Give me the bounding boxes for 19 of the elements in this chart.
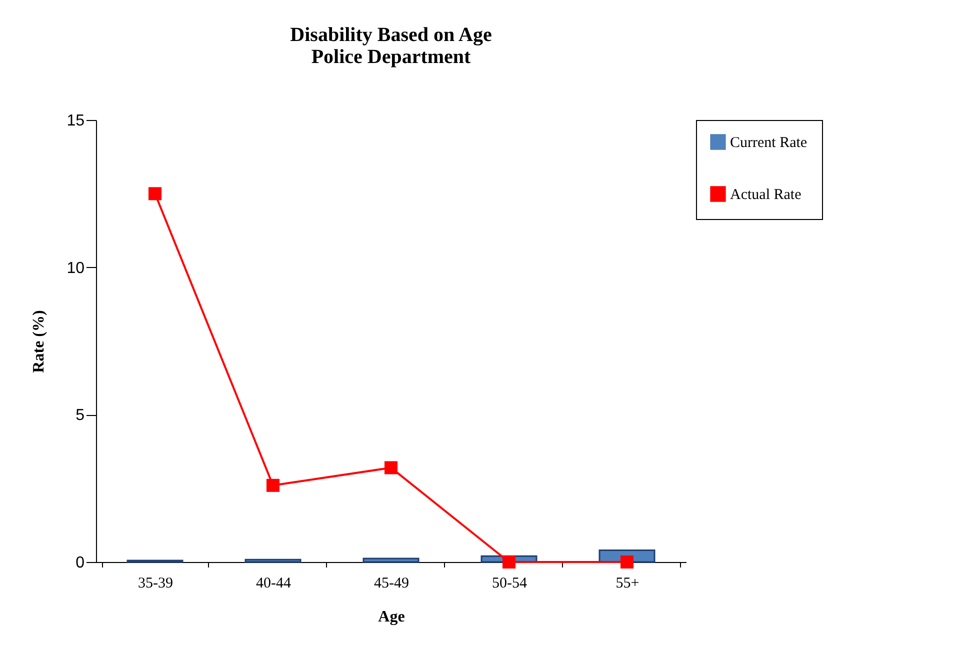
x-tick-label: 40-44 bbox=[256, 576, 292, 592]
point bbox=[620, 555, 634, 569]
y-tick-label: 10 bbox=[66, 260, 85, 277]
point bbox=[148, 187, 162, 200]
point bbox=[266, 478, 280, 492]
x-tick-label: 50-54 bbox=[492, 576, 528, 592]
x-tick-label: 45-49 bbox=[374, 576, 409, 592]
y-tick-label: 15 bbox=[66, 112, 85, 130]
legend-label: Actual Rate bbox=[730, 187, 802, 203]
chart-title: Disability Based on Age Police Department bbox=[290, 24, 492, 68]
y-axis-title: Rate (%) bbox=[30, 310, 48, 373]
point bbox=[502, 555, 516, 569]
point bbox=[384, 461, 398, 474]
x-axis-title: Age bbox=[378, 608, 405, 626]
legend-label: Current Rate bbox=[730, 135, 808, 151]
y-tick-label: 0 bbox=[76, 554, 85, 572]
x-tick-label: 35-39 bbox=[138, 576, 173, 592]
x-tick-label: 55+ bbox=[616, 576, 640, 592]
y-tick-label: 5 bbox=[76, 407, 85, 424]
